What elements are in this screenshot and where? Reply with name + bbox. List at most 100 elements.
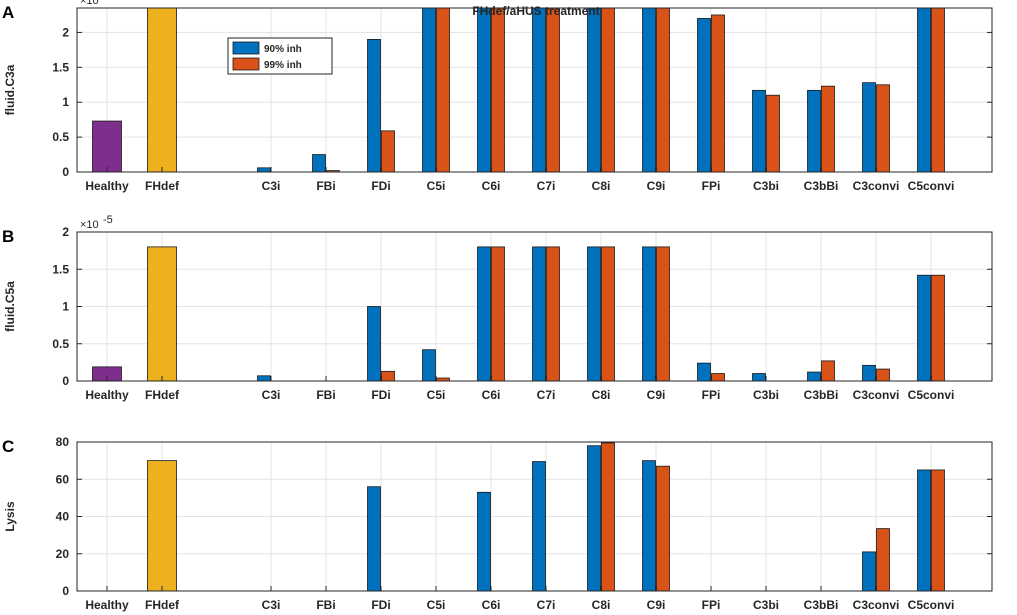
panel-a-xtick-label-c3i: C3i xyxy=(262,179,281,193)
panel-c-bar-fhdef xyxy=(147,460,177,592)
panel-b-exponent-power: -5 xyxy=(103,214,113,226)
panel-c-ytick-label-3: 60 xyxy=(56,472,70,486)
panel-c-xtick-label-c8i: C8i xyxy=(592,598,611,612)
panel-b-bar-inh90-c7i xyxy=(532,246,546,382)
panel-a-xtick-label-fdi: FDi xyxy=(371,179,390,193)
panel-a-title: FHdef/aHUS treatment xyxy=(472,4,599,18)
panel-c-bar-inh90-c5convi xyxy=(917,469,931,592)
panel-b-xtick-label-c5convi: C5convi xyxy=(908,388,955,402)
panel-a-exponent-power: -3 xyxy=(103,0,113,2)
panel-b-bar-inh99-c5convi xyxy=(931,274,945,382)
panel-b-ytick-label-3: 1.5 xyxy=(52,262,69,276)
panel-c-bar-inh90-fdi xyxy=(367,486,381,592)
panel-c-letter: C xyxy=(2,437,14,456)
panel-a-bar-fhdef xyxy=(147,7,177,173)
panel-a-bar-inh99-c6i xyxy=(491,7,505,173)
panel-c-xtick-label-c7i: C7i xyxy=(537,598,556,612)
panel-a-axes-box xyxy=(76,7,993,173)
panel-a-bar-inh90-c3bbi xyxy=(807,89,821,173)
panel-b-bar-inh90-c8i xyxy=(587,246,601,382)
panel-c-xtick-label-c5i: C5i xyxy=(427,598,446,612)
panel-b-xtick-label-c9i: C9i xyxy=(647,388,666,402)
panel-a-bar-inh90-c7i xyxy=(532,7,546,173)
panel-a-bar-inh99-c5convi xyxy=(931,7,945,173)
panel-a-bar-healthy xyxy=(92,120,122,173)
panel-b-xtick-label-fhdef: FHdef xyxy=(145,388,180,402)
panel-c-xtick-label-c9i: C9i xyxy=(647,598,666,612)
panel-a-xtick-label-fhdef: FHdef xyxy=(145,179,180,193)
panel-b-bar-inh90-c3bbi xyxy=(807,371,821,382)
panel-b-bar-inh90-fpi xyxy=(697,362,711,382)
panel-a-xtick-label-c3bbi: C3bBi xyxy=(804,179,839,193)
panel-b-ytick-label-2: 1 xyxy=(62,300,69,314)
panel-b-bar-inh99-c6i xyxy=(491,246,505,382)
panel-b-bar-inh90-c5i xyxy=(422,349,436,382)
panel-c-xtick-label-c3bi: C3bi xyxy=(753,598,779,612)
panel-b-exponent-base: ×10 xyxy=(80,219,99,231)
panel-c-bar-inh90-c7i xyxy=(532,461,546,592)
panel-a-exponent-base: ×10 xyxy=(80,0,99,7)
panel-a-bar-inh99-c3bbi xyxy=(821,85,835,173)
panel-a-bar-inh90-c6i xyxy=(477,7,491,173)
panel-b-xtick-label-c7i: C7i xyxy=(537,388,556,402)
panel-c-ytick-label-0: 0 xyxy=(62,584,69,598)
panel-a-xtick-label-c9i: C9i xyxy=(647,179,666,193)
panel-c-ytick-label-2: 40 xyxy=(56,510,70,524)
panel-b-bar-inh90-fdi xyxy=(367,306,381,382)
panel-a-bar-inh90-c3i xyxy=(257,167,271,173)
panel-a-bar-inh99-c8i xyxy=(601,7,615,173)
panel-c-bar-inh90-c9i xyxy=(642,460,656,592)
panel-c-xtick-label-fdi: FDi xyxy=(371,598,390,612)
panel-a-bar-inh90-fpi xyxy=(697,18,711,173)
panel-a-bar-inh99-c3convi xyxy=(876,84,890,173)
panel-a-legend-swatch-inh99 xyxy=(232,57,260,71)
panel-a-legend-label-inh99: 99% inh xyxy=(264,60,302,71)
panel-a-legend-swatch-inh90 xyxy=(232,41,260,55)
panel-c-xtick-label-fpi: FPi xyxy=(702,598,721,612)
panel-b-xtick-label-c6i: C6i xyxy=(482,388,501,402)
panel-c-bar-inh99-c5convi xyxy=(931,469,945,592)
panel-a-xtick-label-fpi: FPi xyxy=(702,179,721,193)
panel-c-bar-inh99-c3convi xyxy=(876,528,890,592)
panel-c-xtick-label-fhdef: FHdef xyxy=(145,598,180,612)
panel-b-xtick-label-c3i: C3i xyxy=(262,388,281,402)
panel-a-xtick-label-c6i: C6i xyxy=(482,179,501,193)
panel-b-ylabel: fluid.C5a xyxy=(3,281,17,332)
panel-a-bar-inh90-fbi xyxy=(312,154,326,173)
panel-a-ylabel: fluid.C3a xyxy=(3,64,17,115)
panel-c-bar-inh99-c9i xyxy=(656,465,670,592)
panel-a-ytick-label-0: 0 xyxy=(62,165,69,179)
panel-c-xtick-label-healthy: Healthy xyxy=(85,598,129,612)
panel-c-ytick-label-4: 80 xyxy=(56,435,70,449)
panel-a-xtick-label-fbi: FBi xyxy=(316,179,335,193)
panel-c-bar-inh99-c8i xyxy=(601,442,615,592)
panel-a-ytick-label-2: 1 xyxy=(62,95,69,109)
panel-b-bar-inh99-c3bbi xyxy=(821,360,835,382)
panel-a-bar-inh90-c8i xyxy=(587,7,601,173)
panel-b-xtick-label-healthy: Healthy xyxy=(85,388,129,402)
panel-a-bar-inh90-c5i xyxy=(422,7,436,173)
panel-a-bar-inh99-c3bi xyxy=(766,94,780,173)
panel-a-bar-inh99-fdi xyxy=(381,130,395,173)
panel-b-ytick-label-0: 0 xyxy=(62,374,69,388)
panel-b-bar-inh90-c3convi xyxy=(862,364,876,382)
panel-b-bar-inh90-c5convi xyxy=(917,274,931,382)
panel-c-xtick-label-c3convi: C3convi xyxy=(853,598,900,612)
panel-a-letter: A xyxy=(2,3,14,22)
panel-c-ytick-label-1: 20 xyxy=(56,547,70,561)
panel-b-bar-inh90-c9i xyxy=(642,246,656,382)
panel-b-xtick-label-fbi: FBi xyxy=(316,388,335,402)
panel-a-ytick-label-1: 0.5 xyxy=(52,130,69,144)
panel-a-xtick-label-c3convi: C3convi xyxy=(853,179,900,193)
panel-b-xtick-label-c5i: C5i xyxy=(427,388,446,402)
panel-b-xtick-label-c3bi: C3bi xyxy=(753,388,779,402)
panel-b-bar-inh99-c9i xyxy=(656,246,670,382)
panel-b-ytick-label-1: 0.5 xyxy=(52,337,69,351)
panel-a-bar-inh90-c3convi xyxy=(862,82,876,173)
panel-b-bar-inh99-c8i xyxy=(601,246,615,382)
panel-c-xtick-label-c5convi: C5convi xyxy=(908,598,955,612)
panel-a-xtick-label-c5i: C5i xyxy=(427,179,446,193)
panel-c-xtick-label-fbi: FBi xyxy=(316,598,335,612)
panel-a-bar-inh90-c9i xyxy=(642,7,656,173)
